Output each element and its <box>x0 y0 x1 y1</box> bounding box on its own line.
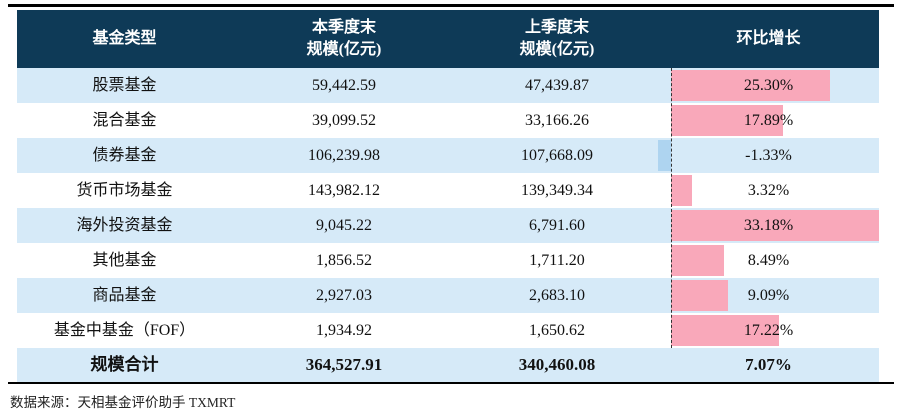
growth-percent-label: 8.49% <box>747 251 790 269</box>
bottom-rule <box>8 382 894 384</box>
total-previous-value: 340,460.08 <box>518 355 596 375</box>
table-body: 股票基金 59,442.59 47,439.87 25.30% 混合基金 39,… <box>17 68 879 348</box>
fund-type-cell: 混合基金 <box>92 111 157 129</box>
header-current-quarter: 本季度末 规模(亿元) <box>232 10 456 68</box>
top-rule <box>8 4 894 7</box>
growth-cell: 25.30% <box>658 68 879 103</box>
previous-quarter-cell: 6,791.60 <box>529 216 585 234</box>
table-row: 货币市场基金 143,982.12 139,349.34 3.32% <box>17 173 879 208</box>
growth-percent-label: 9.09% <box>747 286 790 304</box>
total-label: 规模合计 <box>90 355 159 375</box>
growth-cell: 8.49% <box>658 243 879 278</box>
previous-quarter-cell: 1,711.20 <box>529 251 585 269</box>
header-label-line1: 本季度末 <box>311 19 376 37</box>
header-qoq-growth: 环比增长 <box>658 10 879 68</box>
growth-cell: 9.09% <box>658 278 879 313</box>
table-row: 商品基金 2,927.03 2,683.10 9.09% <box>17 278 879 313</box>
previous-quarter-cell: 107,668.09 <box>521 146 593 164</box>
table-row: 混合基金 39,099.52 33,166.26 17.89% <box>17 103 879 138</box>
growth-databar <box>671 315 780 346</box>
growth-cell: 17.22% <box>658 313 879 348</box>
fund-type-cell: 海外投资基金 <box>76 216 173 234</box>
growth-percent-label: 33.18% <box>743 216 794 234</box>
current-quarter-cell: 9,045.22 <box>316 216 372 234</box>
current-quarter-cell: 2,927.03 <box>316 286 372 304</box>
header-label: 环比增长 <box>736 30 801 48</box>
table-header-row: 基金类型 本季度末 规模(亿元) 上季度末 规模(亿元) 环比增长 <box>17 10 879 68</box>
current-quarter-cell: 106,239.98 <box>308 146 380 164</box>
table-row: 基金中基金（FOF） 1,934.92 1,650.62 17.22% <box>17 313 879 348</box>
growth-databar <box>671 70 830 101</box>
growth-databar <box>671 105 784 136</box>
growth-databar <box>671 245 725 276</box>
previous-quarter-cell: 139,349.34 <box>521 181 593 199</box>
growth-cell: 33.18% <box>658 208 879 243</box>
growth-databar <box>671 175 693 206</box>
header-fund-type: 基金类型 <box>17 10 232 68</box>
previous-quarter-cell: 2,683.10 <box>529 286 585 304</box>
total-current-value: 364,527.91 <box>305 355 383 375</box>
previous-quarter-cell: 1,650.62 <box>529 321 585 339</box>
fund-type-cell: 货币市场基金 <box>76 181 173 199</box>
previous-quarter-cell: 47,439.87 <box>525 76 589 94</box>
header-label: 基金类型 <box>92 30 157 48</box>
fund-type-cell: 股票基金 <box>92 76 157 94</box>
header-label-line1: 上季度末 <box>524 19 589 37</box>
growth-cell: -1.33% <box>658 138 879 173</box>
current-quarter-cell: 59,442.59 <box>312 76 376 94</box>
header-previous-quarter: 上季度末 规模(亿元) <box>456 10 658 68</box>
growth-databar <box>671 210 879 241</box>
fund-type-cell: 基金中基金（FOF） <box>53 321 196 339</box>
table-row: 股票基金 59,442.59 47,439.87 25.30% <box>17 68 879 103</box>
header-label-line2: 规模(亿元) <box>519 41 595 58</box>
growth-percent-label: 25.30% <box>743 76 794 94</box>
growth-percent-label: -1.33% <box>745 146 792 164</box>
databar-zero-axis <box>671 68 672 348</box>
previous-quarter-cell: 33,166.26 <box>525 111 589 129</box>
fund-type-cell: 债券基金 <box>92 146 157 164</box>
fund-scale-table: 基金类型 本季度末 规模(亿元) 上季度末 规模(亿元) 环比增长 股票基金 5… <box>17 10 879 383</box>
table-row: 债券基金 106,239.98 107,668.09 -1.33% <box>17 138 879 173</box>
total-row: 规模合计 364,527.91 340,460.08 7.07% <box>17 348 879 383</box>
total-growth-value: 7.07% <box>745 355 792 375</box>
growth-percent-label: 17.89% <box>743 111 794 129</box>
table-row: 其他基金 1,856.52 1,711.20 8.49% <box>17 243 879 278</box>
growth-percent-label: 17.22% <box>743 321 794 339</box>
current-quarter-cell: 143,982.12 <box>308 181 380 199</box>
fund-type-cell: 商品基金 <box>92 286 157 304</box>
growth-percent-label: 3.32% <box>747 181 790 199</box>
fund-type-cell: 其他基金 <box>92 251 157 269</box>
header-label-line2: 规模(亿元) <box>306 41 382 58</box>
growth-cell: 3.32% <box>658 173 879 208</box>
growth-databar <box>671 280 729 311</box>
growth-cell: 17.89% <box>658 103 879 138</box>
table-row: 海外投资基金 9,045.22 6,791.60 33.18% <box>17 208 879 243</box>
growth-databar <box>658 140 672 171</box>
data-source-note: 数据来源：天相基金评价助手 TXMRT <box>10 395 236 410</box>
current-quarter-cell: 1,856.52 <box>316 251 372 269</box>
current-quarter-cell: 39,099.52 <box>312 111 376 129</box>
current-quarter-cell: 1,934.92 <box>316 321 372 339</box>
